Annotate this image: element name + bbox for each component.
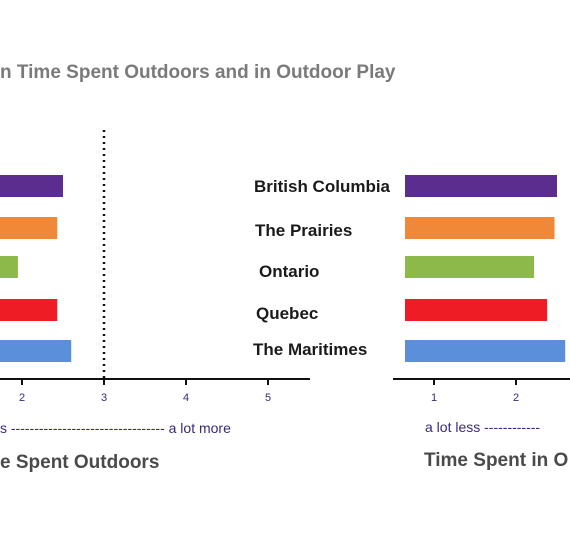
category-label-quebec: Quebec bbox=[256, 304, 318, 323]
chart-title: n Time Spent Outdoors and in Outdoor Pla… bbox=[0, 62, 396, 83]
right-tick-label-1: 1 bbox=[431, 392, 437, 404]
left-bar-the-prairies bbox=[0, 217, 58, 239]
right-bar-quebec bbox=[405, 299, 548, 321]
left-bar-ontario bbox=[0, 256, 18, 278]
right-scale-text: a lot less ------------ bbox=[425, 419, 540, 435]
left-bar-british-columbia bbox=[0, 175, 63, 197]
category-label-british-columbia: British Columbia bbox=[254, 177, 391, 196]
left-tick-label-2: 2 bbox=[19, 392, 25, 404]
right-bar-british-columbia bbox=[405, 175, 557, 197]
right-tick-label-2: 2 bbox=[513, 392, 519, 404]
left-x-axis-title: e Spent Outdoors bbox=[0, 452, 159, 473]
left-scale-text: s --------------------------------- a lo… bbox=[0, 420, 231, 436]
left-bar-the-maritimes bbox=[0, 340, 72, 362]
right-x-axis-title: Time Spent in O bbox=[424, 450, 568, 471]
category-label-ontario: Ontario bbox=[259, 262, 319, 281]
left-tick-label-4: 4 bbox=[183, 392, 189, 404]
left-tick-label-5: 5 bbox=[265, 392, 271, 404]
left-bar-quebec bbox=[0, 299, 58, 321]
left-tick-label-3: 3 bbox=[101, 392, 107, 404]
right-bar-ontario bbox=[405, 256, 535, 278]
category-label-the-prairies: The Prairies bbox=[255, 221, 352, 240]
category-label-the-maritimes: The Maritimes bbox=[253, 340, 367, 359]
right-bar-the-prairies bbox=[405, 217, 555, 239]
right-bar-the-maritimes bbox=[405, 340, 566, 362]
